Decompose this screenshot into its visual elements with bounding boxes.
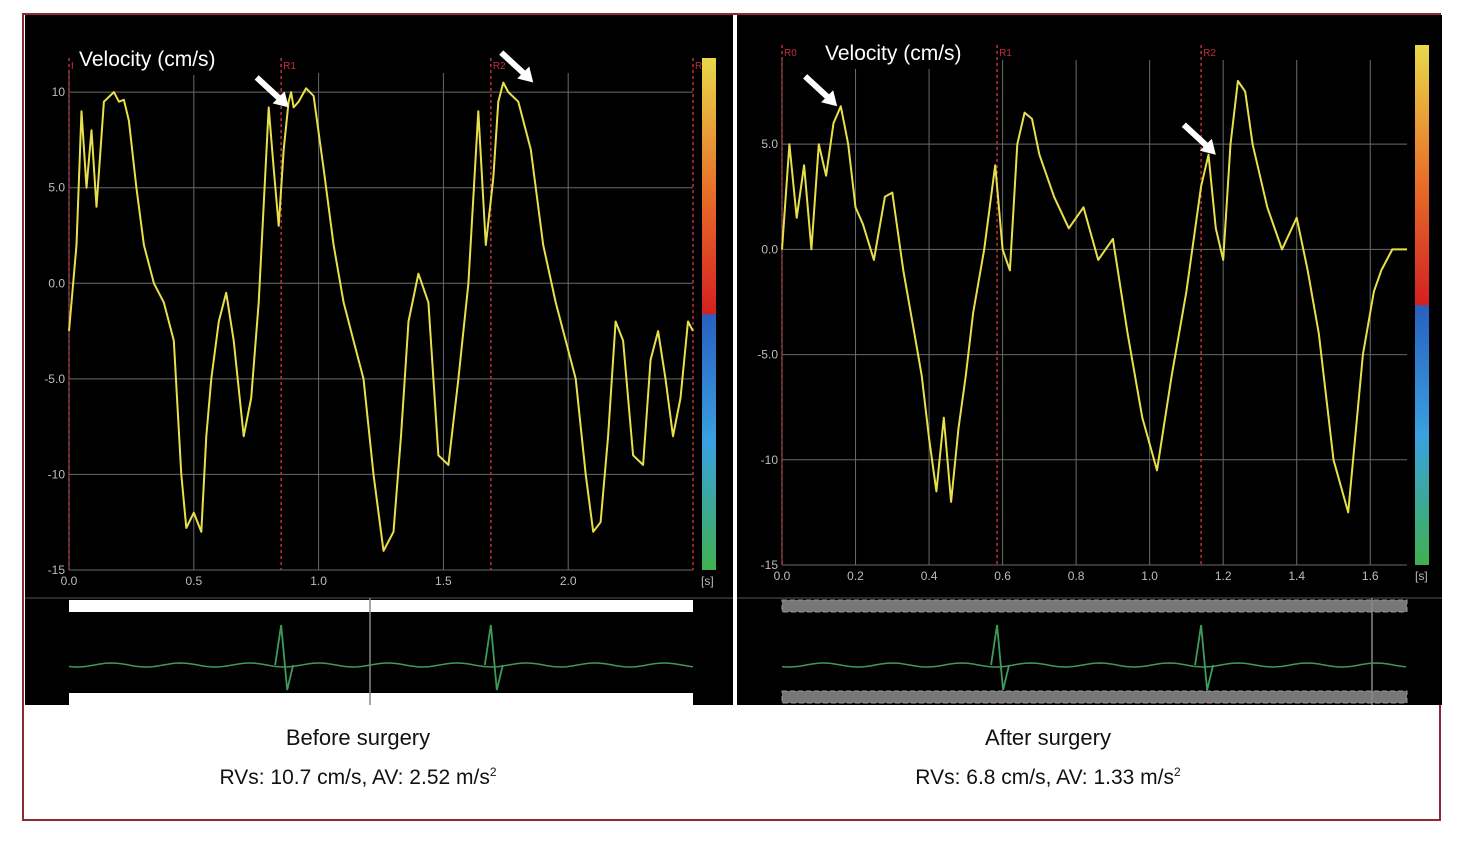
arrow-head <box>517 66 534 83</box>
y-tick-label: -15 <box>761 558 779 572</box>
arrow-head <box>1199 138 1216 155</box>
caption-before-stats-sup: 2 <box>489 765 497 779</box>
ecg-bar-top <box>69 600 693 612</box>
x-unit-label: [s] <box>701 574 714 588</box>
arrow-shaft <box>499 50 530 79</box>
x-tick-label: 0.8 <box>1068 569 1085 583</box>
y-tick-label: -5.0 <box>757 348 778 362</box>
y-tick-label: -5.0 <box>44 372 65 386</box>
ecg-bar-top <box>781 599 1408 613</box>
x-tick-label: 0.0 <box>61 574 78 588</box>
x-tick-label: 0.0 <box>774 569 791 583</box>
x-tick-label: 0.5 <box>185 574 202 588</box>
arrow-head <box>821 90 838 107</box>
caption-before-stats-main: RVs: 10.7 cm/s, AV: 2.52 m/s <box>219 766 490 789</box>
y-tick-label: 5.0 <box>761 137 778 151</box>
x-tick-label: 1.4 <box>1288 569 1305 583</box>
ecg-qrs <box>274 624 295 691</box>
caption-after-stats-main: RVs: 6.8 cm/s, AV: 1.33 m/s <box>915 766 1175 789</box>
ecg-bar-bottom <box>781 690 1408 704</box>
colorbar <box>1415 45 1429 565</box>
ecg-qrs <box>483 624 504 691</box>
x-tick-label: 1.5 <box>435 574 452 588</box>
x-tick-label: 1.0 <box>310 574 327 588</box>
y-tick-label: -10 <box>761 453 779 467</box>
panel-before-surgery: 0.00.51.01.52.0105.00.0-5.0-10-15[s]R0R1… <box>25 15 733 705</box>
velocity-label-bg <box>819 39 989 69</box>
r-marker-label: R1 <box>283 61 296 72</box>
panel-after-surgery: 0.0 0.2 0.4 0.6 0.8 1.0 1.2 1.4 1.6 5.0 0.0 -5.0 -10… <box>737 15 1442 705</box>
ecg-qrs <box>1194 624 1214 691</box>
x-unit-label: [s] <box>1415 569 1428 583</box>
r-marker-label: R2 <box>493 61 506 72</box>
y-tick-label: 10 <box>52 85 66 99</box>
arrow-shaft <box>254 75 285 104</box>
y-tick-label: 0.0 <box>761 242 778 256</box>
ecg-trace <box>781 662 1407 668</box>
arrow-shaft <box>803 74 834 103</box>
r-marker-label: R2 <box>1203 48 1216 59</box>
arrow-shaft <box>1181 122 1212 151</box>
ecg-trace <box>68 662 694 668</box>
x-tick-label: 1.0 <box>1141 569 1158 583</box>
y-tick-label: 5.0 <box>48 181 65 195</box>
arrow-head <box>272 91 289 108</box>
grid <box>68 73 693 571</box>
x-tick-label: 0.6 <box>994 569 1011 583</box>
caption-after-title: After surgery <box>985 725 1111 750</box>
caption-after-stats-sup: 2 <box>1174 765 1181 779</box>
r-marker-label: R0 <box>784 48 797 59</box>
velocity-trace <box>781 80 1407 514</box>
caption-before-title: Before surgery <box>285 725 431 750</box>
y-tick-label: -10 <box>48 467 66 481</box>
r-marker-label: R3 <box>695 61 708 72</box>
caption-after-stats: RVs: 6.8 cm/s, AV: 1.33 m/s2 <box>748 765 1348 790</box>
ecg-bar-bottom <box>69 693 693 705</box>
velocity-label: Velocity (cm/s) <box>825 42 962 65</box>
y-tick-label: -15 <box>48 563 66 577</box>
x-tick-label: 2.0 <box>560 574 577 588</box>
velocity-label: Velocity (cm/s) <box>79 48 216 71</box>
x-tick-label: 0.4 <box>921 569 938 583</box>
caption-before-stats: RVs: 10.7 cm/s, AV: 2.52 m/s2 <box>58 765 658 790</box>
colorbar <box>702 58 716 570</box>
x-tick-label: 1.2 <box>1215 569 1232 583</box>
velocity-trace <box>68 81 694 552</box>
velocity-label-bg <box>73 45 243 75</box>
y-tick-label: 0.0 <box>48 276 65 290</box>
ecg-qrs <box>990 624 1010 691</box>
grid <box>781 60 1407 566</box>
x-tick-label: 0.2 <box>847 569 864 583</box>
x-tick-label: 1.6 <box>1362 569 1379 583</box>
r-marker-label: R1 <box>999 48 1012 59</box>
chart-after-surgery: 0.0 0.2 0.4 0.6 0.8 1.0 1.2 1.4 1.6 5.0 0.0 -5.0 -10… <box>737 39 1442 705</box>
chart-before-surgery: 0.00.51.01.52.0105.00.0-5.0-10-15[s]R0R1… <box>25 45 733 705</box>
